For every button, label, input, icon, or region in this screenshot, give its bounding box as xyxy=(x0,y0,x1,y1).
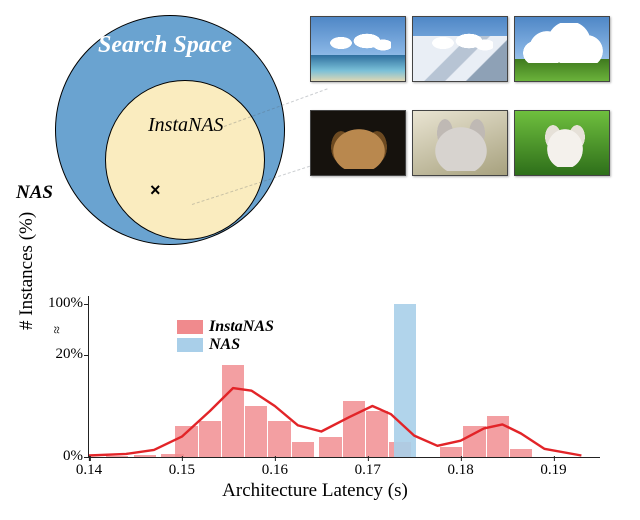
legend-item: InstaNAS xyxy=(177,318,274,336)
instanas-label: InstaNAS xyxy=(148,114,224,137)
thumb-puppy xyxy=(310,110,406,176)
y-axis-label: # Instances (%) xyxy=(16,212,38,330)
legend-swatch xyxy=(177,320,203,334)
thumb-row-complex xyxy=(310,110,620,176)
legend-label: NAS xyxy=(209,336,240,354)
legend-item: NAS xyxy=(177,336,274,354)
x-tick: 0.15 xyxy=(169,462,195,479)
x-axis-label: Architecture Latency (s) xyxy=(20,480,610,502)
concept-diagram: Search Space InstaNAS × NAS xyxy=(0,0,640,260)
x-tick: 0.19 xyxy=(540,462,566,479)
legend-swatch xyxy=(177,338,203,352)
nas-label: NAS xyxy=(16,182,53,204)
y-tick: 20% xyxy=(43,346,83,363)
venn-diagram: Search Space InstaNAS × xyxy=(20,10,280,250)
example-thumbnails xyxy=(310,16,620,204)
thumb-kitten xyxy=(412,110,508,176)
thumb-field-sky xyxy=(514,16,610,82)
thumb-mountain xyxy=(412,16,508,82)
thumb-beach xyxy=(310,16,406,82)
x-tick: 0.17 xyxy=(355,462,381,479)
latency-histogram: # Instances (%) InstaNASNAS 0%20%100%≈0.… xyxy=(20,290,610,500)
plot-area: InstaNASNAS 0%20%100%≈0.140.150.160.170.… xyxy=(88,296,600,458)
search-space-label: Search Space xyxy=(98,32,232,59)
legend-label: InstaNAS xyxy=(209,318,274,336)
nas-point-marker: × xyxy=(150,180,161,201)
x-tick: 0.16 xyxy=(262,462,288,479)
kde-curve xyxy=(89,296,600,457)
figure-root: Search Space InstaNAS × NAS # Instances … xyxy=(0,0,640,520)
axis-break-icon: ≈ xyxy=(47,326,63,334)
instanas-circle xyxy=(105,80,265,240)
thumb-row-simple xyxy=(310,16,620,82)
thumb-white-puppy xyxy=(514,110,610,176)
legend: InstaNASNAS xyxy=(169,314,282,358)
y-tick: 100% xyxy=(43,295,83,312)
x-tick: 0.18 xyxy=(448,462,474,479)
x-tick: 0.14 xyxy=(76,462,102,479)
